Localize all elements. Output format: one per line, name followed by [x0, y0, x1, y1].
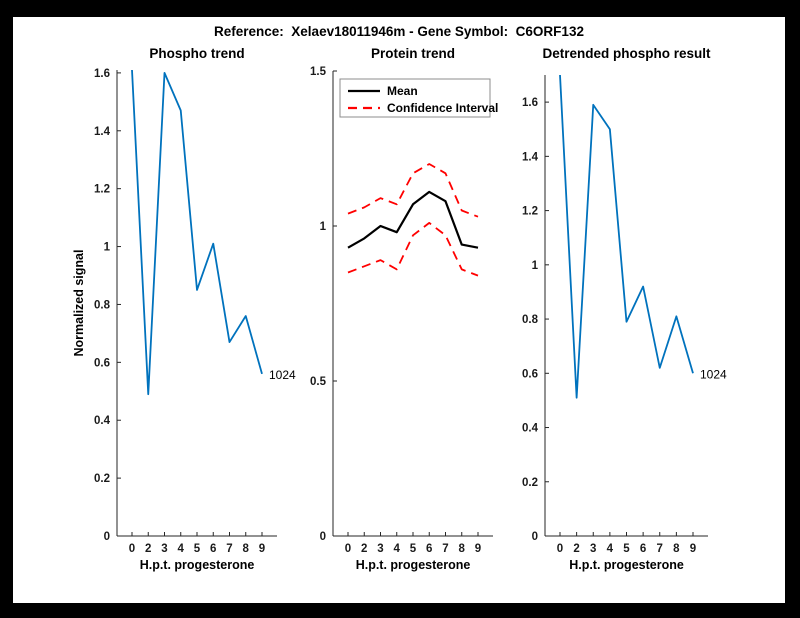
y-tick-label: 1.2: [94, 184, 110, 196]
y-tick-label: 0.6: [522, 368, 538, 380]
end-point-label: 1024: [700, 367, 727, 381]
x-tick-label: 7: [442, 543, 448, 555]
series-confidence-interval-upper: [347, 163, 479, 218]
x-tick-label: 3: [377, 543, 383, 555]
x-tick-label: 2: [145, 543, 151, 555]
x-tick-label: 5: [623, 543, 630, 555]
x-tick-label: 0: [557, 543, 563, 555]
x-tick-label: 0: [129, 543, 135, 555]
x-tick-label: 8: [459, 543, 466, 555]
y-tick-label: 1.6: [522, 97, 538, 109]
charts-svg: 00.20.40.60.811.21.41.60 2 3 4 5 6 7 8 9Phospho …: [72, 46, 727, 572]
x-tick-label: 3: [161, 543, 167, 555]
y-tick-label: 1.4: [94, 126, 111, 138]
series-phospho-signal: [131, 69, 263, 396]
x-tick-label: 2: [573, 543, 579, 555]
y-tick-label: 1.4: [522, 151, 539, 163]
x-tick-label: 7: [657, 543, 663, 555]
chart-phospho-trend: 00.20.40.60.811.21.41.60 2 3 4 5 6 7 8 9Phospho …: [72, 46, 296, 572]
chart-title: Phospho trend: [149, 46, 244, 61]
y-tick-label: 0.6: [94, 357, 110, 369]
x-tick-label: 6: [426, 543, 432, 555]
x-axis-label: H.p.t. progesterone: [140, 558, 255, 572]
x-tick-label: 2: [361, 543, 367, 555]
y-tick-label: 1: [320, 221, 327, 233]
matlab-figure: Reference: Xelaev18011946m - Gene Symbol…: [13, 17, 785, 603]
y-tick-label: 0.2: [522, 477, 538, 489]
x-tick-label: 4: [178, 543, 185, 555]
x-tick-label: 4: [394, 543, 401, 555]
y-tick-label: 0: [532, 531, 538, 543]
y-tick-label: 0.2: [94, 473, 110, 485]
x-tick-label: 0: [345, 543, 351, 555]
end-point-label: 1024: [269, 368, 296, 382]
y-tick-label: 0: [104, 531, 110, 543]
x-tick-label: 6: [640, 543, 646, 555]
legend-entry-label: Mean: [387, 84, 418, 98]
x-axis-label: H.p.t. progesterone: [356, 558, 471, 572]
figure-title: Reference: Xelaev18011946m - Gene Symbol…: [214, 24, 584, 39]
y-tick-label: 0.5: [310, 376, 327, 388]
x-axis-label: H.p.t. progesterone: [569, 558, 684, 572]
y-tick-label: 1.6: [94, 68, 110, 80]
y-tick-label: 1.5: [310, 66, 327, 78]
x-tick-label: 4: [607, 543, 614, 555]
series-confidence-interval-lower: [347, 221, 479, 277]
y-tick-label: 0.8: [522, 314, 539, 326]
x-tick-label: 3: [590, 543, 596, 555]
x-tick-label: 9: [475, 543, 481, 555]
chart-title: Detrended phospho result: [542, 46, 711, 61]
x-tick-label: 8: [243, 543, 250, 555]
legend-box: [339, 78, 491, 118]
x-tick-label: 7: [226, 543, 232, 555]
chart-detrended-phospho-result: 00.20.40.60.811.21.41.60 2 3 4 5 6 7 8 9Detrende…: [522, 46, 727, 572]
y-tick-label: 0.4: [522, 423, 539, 435]
y-tick-label: 1.2: [522, 206, 538, 218]
x-tick-label: 9: [259, 543, 265, 555]
x-tick-label: 5: [410, 543, 417, 555]
x-tick-label: 9: [690, 543, 696, 555]
y-axis-label: Normalized signal: [72, 250, 86, 357]
series-detrended-phospho-signal: [559, 74, 694, 399]
series-mean: [347, 190, 479, 249]
y-tick-label: 1: [104, 242, 111, 254]
x-tick-label: 8: [673, 543, 680, 555]
y-tick-label: 0: [320, 531, 326, 543]
y-tick-label: 1: [532, 260, 539, 272]
y-tick-label: 0.4: [94, 415, 111, 427]
x-tick-label: 5: [194, 543, 201, 555]
x-tick-label: 6: [210, 543, 216, 555]
legend-entry-label: Confidence Interval: [387, 101, 498, 115]
y-tick-label: 0.8: [94, 299, 111, 311]
chart-title: Protein trend: [371, 46, 455, 61]
